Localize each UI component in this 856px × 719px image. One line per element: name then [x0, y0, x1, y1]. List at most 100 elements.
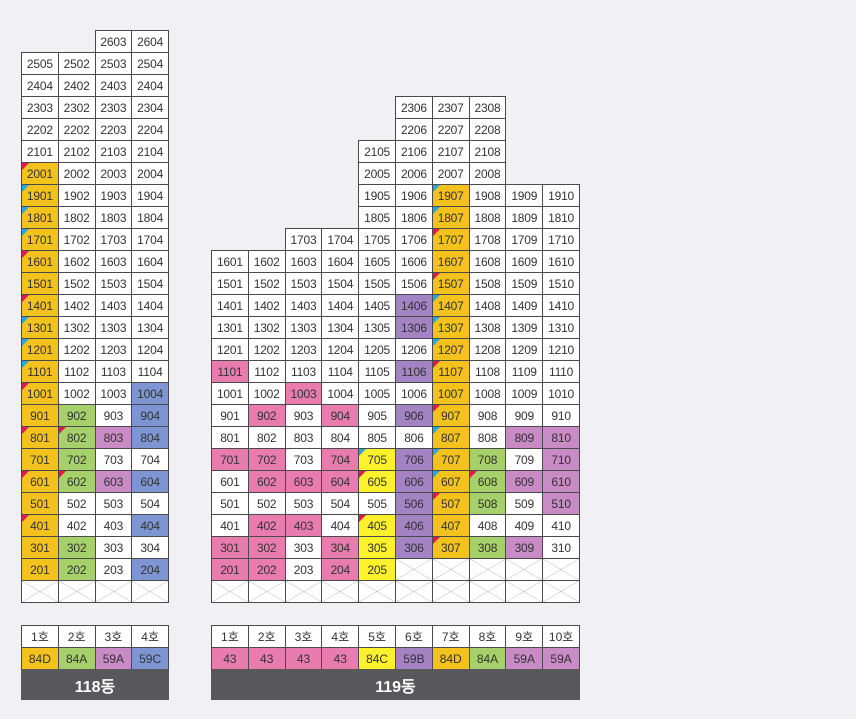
unit-cell: 503 — [284, 492, 323, 515]
corner-marker-icon — [432, 493, 440, 500]
unit-column-header: 5호 — [358, 625, 396, 648]
unit-cell: 203 — [94, 558, 133, 581]
unit-cell: 1806 — [395, 206, 433, 229]
unit-number: 705 — [367, 452, 387, 467]
unit-number: 703 — [103, 452, 124, 467]
unit-cell: 1003 — [94, 382, 133, 405]
unit-number: 1501 — [26, 276, 53, 291]
unit-number: 1008 — [474, 386, 501, 401]
unit-number: 408 — [477, 518, 498, 533]
unit-cell: 1502 — [247, 272, 286, 295]
unit-number: 1307 — [437, 320, 464, 335]
unit-number: 2303 — [100, 100, 127, 115]
unit-number: 1202 — [63, 342, 90, 357]
unit-cell: 504 — [321, 492, 360, 515]
unit-column-header: 1호 — [211, 625, 249, 648]
unit-number: 502 — [256, 496, 277, 511]
unit-cell: 803 — [94, 426, 133, 449]
unit-cell: 2105 — [358, 140, 396, 163]
unit-number: 2008 — [474, 166, 501, 181]
unit-number: 1605 — [364, 254, 391, 269]
unit-number: 305 — [367, 540, 387, 555]
unit-number: 1905 — [364, 188, 391, 203]
unit-cell: 908 — [468, 404, 507, 427]
unit-number: 1904 — [137, 188, 164, 203]
unit-cell: 402 — [247, 514, 286, 537]
unit-number: 1310 — [548, 320, 575, 335]
unit-cell: 505 — [358, 492, 396, 515]
unit-cell: 1704 — [321, 228, 360, 251]
empty-unit-cell — [21, 580, 59, 603]
unit-number: 602 — [66, 474, 87, 489]
corner-marker-icon — [432, 449, 440, 456]
unit-number: 2502 — [63, 56, 90, 71]
unit-number: 1005 — [364, 386, 391, 401]
corner-marker-icon — [432, 273, 440, 280]
unit-cell: 710 — [542, 448, 580, 471]
unit-cell: 1103 — [94, 360, 133, 383]
unit-cell: 607 — [431, 470, 470, 493]
unit-number: 502 — [66, 496, 87, 511]
unit-cell: 409 — [505, 514, 544, 537]
unit-number: 204 — [330, 562, 351, 577]
unit-number: 1201 — [26, 342, 53, 357]
unit-cell: 406 — [395, 514, 433, 537]
unit-number: 706 — [404, 452, 424, 467]
unit-number: 1507 — [437, 276, 464, 291]
unit-number: 301 — [220, 540, 240, 555]
unit-type-label: 43 — [247, 647, 286, 670]
unit-number: 1206 — [400, 342, 427, 357]
unit-number: 204 — [140, 562, 160, 577]
unit-number: 402 — [256, 518, 277, 533]
unit-number: 1002 — [63, 386, 90, 401]
unit-number: 2203 — [100, 122, 127, 137]
unit-cell: 1908 — [468, 184, 507, 207]
unit-number: 2108 — [474, 144, 501, 159]
unit-cell: 2204 — [131, 118, 169, 141]
corner-marker-icon — [22, 317, 29, 324]
unit-number: 702 — [256, 452, 277, 467]
unit-number: 2003 — [100, 166, 127, 181]
unit-number: 203 — [103, 562, 124, 577]
unit-number: 1503 — [290, 276, 317, 291]
unit-cell: 809 — [505, 426, 544, 449]
unit-number: 1402 — [253, 298, 280, 313]
unit-number: 2202 — [63, 122, 90, 137]
unit-number: 1201 — [216, 342, 243, 357]
unit-number: 909 — [514, 408, 535, 423]
unit-number: 1110 — [549, 364, 574, 379]
unit-column-header: 8호 — [468, 625, 507, 648]
unit-cell: 906 — [395, 404, 433, 427]
unit-cell: 1605 — [358, 250, 396, 273]
unit-cell: 1608 — [468, 250, 507, 273]
unit-number: 707 — [440, 452, 461, 467]
unit-cell: 204 — [321, 558, 360, 581]
corner-marker-icon — [22, 207, 29, 214]
unit-cell: 1905 — [358, 184, 396, 207]
unit-cell: 2001 — [21, 162, 59, 185]
corner-marker-icon — [22, 471, 29, 478]
unit-cell: 2302 — [57, 96, 96, 119]
unit-number: 1703 — [290, 232, 317, 247]
unit-number: 302 — [66, 540, 87, 555]
unit-cell: 1405 — [358, 294, 396, 317]
corner-marker-icon — [22, 361, 29, 368]
unit-number: 802 — [66, 430, 87, 445]
unit-number: 910 — [551, 408, 571, 423]
unit-number: 202 — [256, 562, 277, 577]
unit-cell: 1705 — [358, 228, 396, 251]
unit-cell: 1406 — [395, 294, 433, 317]
unit-cell: 1008 — [468, 382, 507, 405]
unit-number: 505 — [367, 496, 387, 511]
unit-cell: 1007 — [431, 382, 470, 405]
unit-type-label: 84A — [57, 647, 96, 670]
unit-cell: 605 — [358, 470, 396, 493]
unit-cell: 1303 — [94, 316, 133, 339]
unit-number: 1706 — [400, 232, 427, 247]
unit-number: 2404 — [137, 78, 164, 93]
unit-number: 1704 — [137, 232, 164, 247]
empty-unit-cell — [131, 580, 169, 603]
unit-number: 1003 — [290, 386, 317, 401]
unit-number: 509 — [514, 496, 535, 511]
unit-cell: 2306 — [395, 96, 433, 119]
